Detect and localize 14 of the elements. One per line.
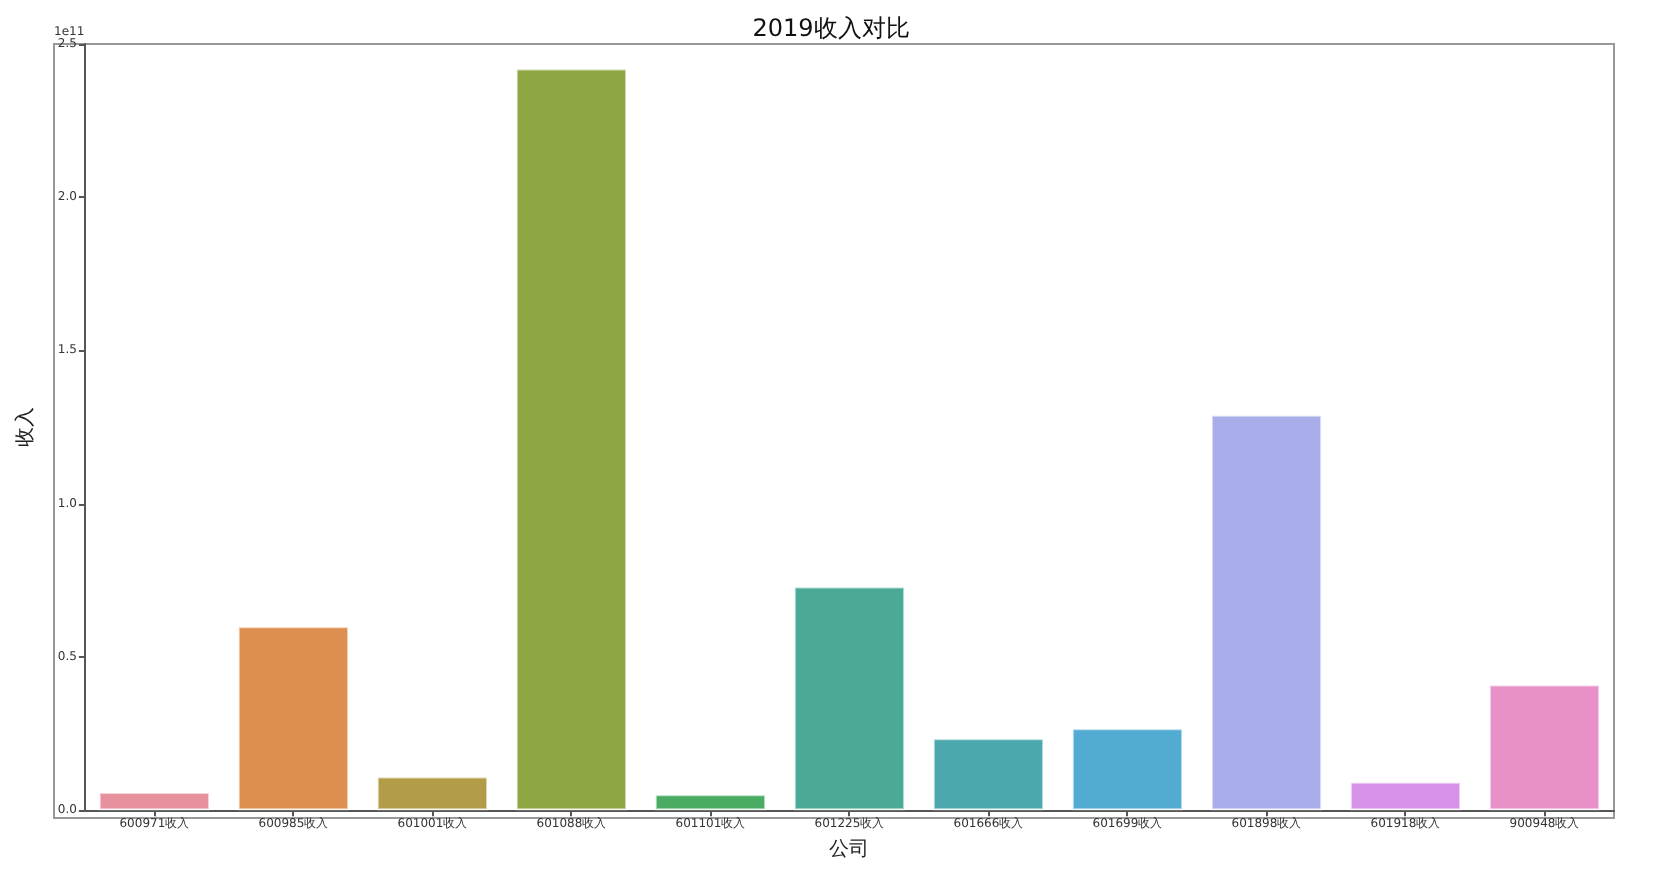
bar: [1071, 728, 1184, 811]
bar: [654, 794, 767, 811]
bar: [1488, 684, 1601, 811]
y-axis-title: 收入: [13, 407, 37, 448]
bar: [932, 738, 1045, 811]
bar: [237, 626, 349, 811]
chart-title: 2019收入对比: [752, 14, 910, 42]
bar: [515, 68, 628, 811]
bar: [1210, 414, 1323, 811]
bar: [376, 776, 489, 811]
bar: [793, 586, 906, 811]
bar: [98, 792, 210, 811]
bar: [1349, 781, 1462, 811]
x-axis-title: 公司: [829, 837, 870, 861]
